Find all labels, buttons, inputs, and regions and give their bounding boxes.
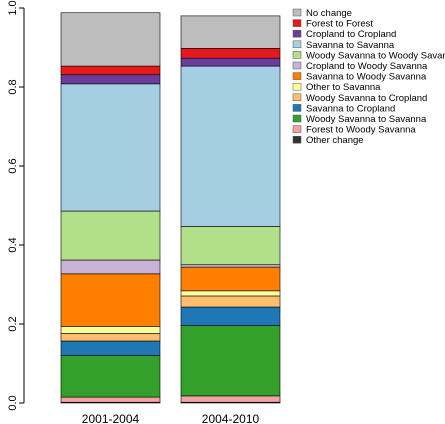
bar-segment — [180, 306, 281, 326]
bar-segment — [60, 355, 161, 398]
bar-segment — [180, 65, 281, 227]
bar-segment — [180, 295, 281, 308]
bar-segment — [60, 333, 161, 342]
bar-segment — [180, 325, 281, 397]
legend-label: Savanna to Savanna — [306, 40, 395, 51]
y-tick-label: 0.0 — [7, 395, 19, 410]
bar-segment — [60, 12, 161, 67]
legend-swatch — [292, 19, 302, 27]
y-tick-label: 0.8 — [7, 79, 19, 94]
legend-swatch — [292, 72, 302, 80]
legend-label: Woody Savanna to Savanna — [306, 114, 427, 125]
bar-segment — [180, 290, 281, 297]
bar-segment — [60, 83, 161, 212]
legend-label: Savanna to Woody Savanna — [306, 72, 427, 83]
y-tick-label: 0.6 — [7, 158, 19, 173]
legend-swatch — [292, 8, 302, 17]
y-tick-label: 0.2 — [7, 316, 19, 331]
bar-segment — [60, 396, 161, 403]
legend-label: Forest to Woody Savanna — [306, 125, 416, 136]
legend-label: No change — [306, 8, 352, 19]
bar-segment — [60, 340, 161, 356]
bar-segment — [180, 266, 281, 292]
legend-swatch — [292, 135, 302, 144]
legend-swatch — [292, 40, 302, 49]
legend-label: Cropland to Cropland — [306, 29, 396, 40]
legend-label: Cropland to Woody Savanna — [306, 61, 428, 72]
bar-segment — [60, 259, 161, 275]
bar-segment — [180, 395, 281, 403]
legend-swatch — [292, 93, 302, 102]
legend-label: Other to Savanna — [306, 82, 381, 93]
legend-swatch — [292, 104, 302, 112]
legend-swatch — [292, 125, 302, 133]
x-axis-labels: 2001-2004 2004-2010 — [82, 412, 260, 424]
bar-segment — [180, 57, 281, 67]
legend-swatch — [292, 114, 302, 123]
bars — [60, 12, 281, 404]
bar-segment — [60, 74, 161, 85]
x-category-label: 2001-2004 — [82, 412, 140, 424]
x-category-label: 2004-2010 — [202, 412, 260, 424]
legend-label: Forest to Forest — [306, 19, 373, 30]
bar-segment — [60, 210, 161, 261]
legend-label: Savanna to Cropland — [306, 103, 395, 114]
y-axis: 0.0 0.2 0.4 0.6 0.8 1.0 — [7, 0, 25, 411]
legend-swatch — [292, 82, 302, 91]
legend-label: Woody Savanna to Woody Savanna — [306, 50, 445, 61]
legend-swatch — [292, 61, 302, 70]
y-tick-label: 1.0 — [7, 0, 19, 15]
legend-swatch — [292, 51, 302, 59]
legend-label: Woody Savanna to Cropland — [306, 93, 427, 104]
bar-segment — [180, 226, 281, 266]
bar-segment — [180, 15, 281, 49]
legend-swatch — [292, 29, 302, 38]
bar-segment — [180, 264, 281, 268]
y-tick-label: 0.4 — [7, 237, 19, 252]
bar-segment — [60, 326, 161, 334]
bar-segment — [180, 47, 281, 59]
legend-label: Other change — [306, 135, 364, 146]
bar-segment — [60, 273, 161, 327]
bar-segment — [60, 65, 161, 76]
